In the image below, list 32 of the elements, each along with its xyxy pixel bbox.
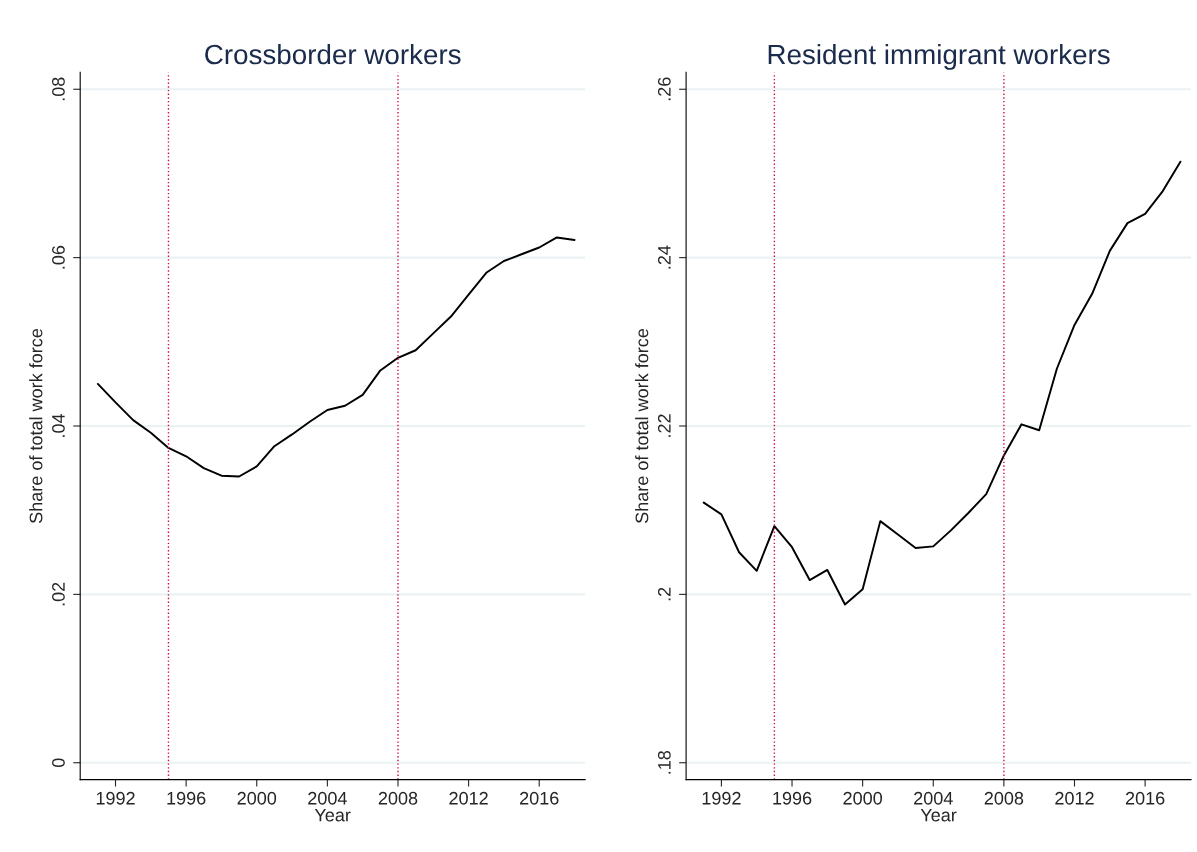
y-tick-label: 0 <box>52 758 65 768</box>
x-tick-label: 2008 <box>984 791 1024 805</box>
y-tick-label: .22 <box>657 414 671 437</box>
x-tick-label: 2008 <box>378 791 418 805</box>
y-tick-label: .2 <box>657 587 671 601</box>
y-tick-label: .04 <box>52 413 65 437</box>
x-tick-label: 1992 <box>702 791 741 805</box>
y-tick-label: .02 <box>52 582 65 606</box>
x-tick-label: 2012 <box>449 791 488 805</box>
x-tick-label: 2004 <box>914 791 953 805</box>
x-tick-label: 2016 <box>1125 791 1165 805</box>
x-tick-label: 2004 <box>308 791 347 805</box>
y-axis-title: Share of total work force <box>29 328 43 524</box>
x-axis-title: Year <box>314 808 351 822</box>
x-axis-title: Year <box>920 808 957 822</box>
x-tick-label: 2016 <box>520 791 559 805</box>
y-tick-label: .08 <box>52 77 65 101</box>
x-tick-label: 1996 <box>167 791 206 805</box>
x-tick-label: 2000 <box>843 791 883 805</box>
y-tick-label: .26 <box>657 77 671 101</box>
chart-title: Resident immigrant workers <box>768 43 1110 70</box>
x-tick-label: 1996 <box>773 791 812 805</box>
chart-title: Crossborder workers <box>205 43 461 65</box>
y-axis-title: Share of total work force <box>635 328 649 524</box>
line-series <box>96 236 576 478</box>
x-tick-label: 1992 <box>96 791 135 805</box>
x-tick-label: 2012 <box>1055 791 1094 805</box>
y-tick-label: .24 <box>657 245 671 269</box>
y-tick-label: .18 <box>657 750 671 774</box>
line-series <box>702 160 1182 606</box>
y-tick-label: .06 <box>52 245 65 269</box>
x-tick-label: 2000 <box>237 791 277 805</box>
